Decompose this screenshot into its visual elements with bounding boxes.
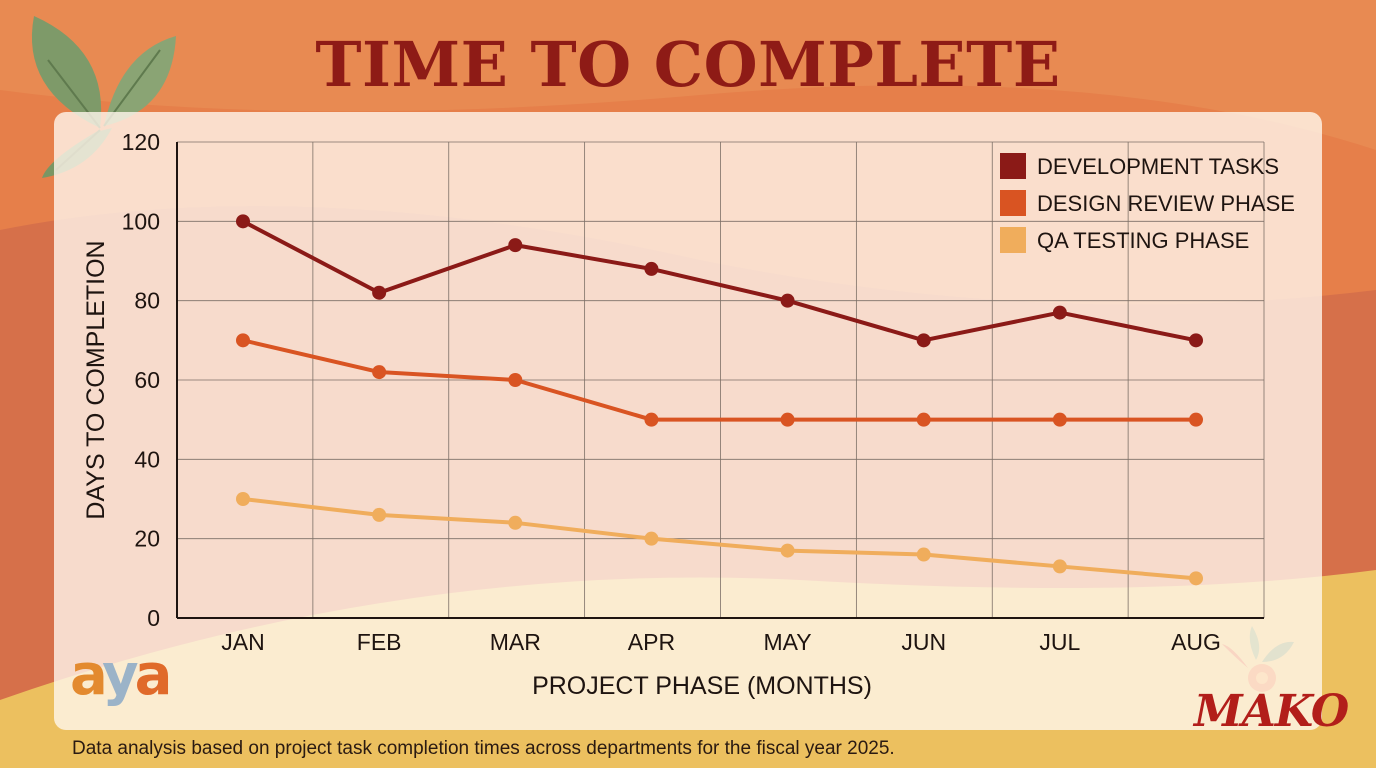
- data-point: [644, 261, 659, 276]
- data-point: [916, 333, 931, 348]
- y-axis-label: DAYS TO COMPLETION: [82, 240, 110, 519]
- data-point: [1189, 412, 1203, 427]
- x-tick-labels: JAN FEB MAR APR MAY JUN JUL AUG: [221, 629, 1221, 655]
- caption: Data analysis based on project task comp…: [72, 738, 895, 759]
- y-tick-label: 100: [122, 208, 160, 234]
- data-point: [508, 373, 523, 387]
- legend-swatch: [1000, 153, 1026, 179]
- legend-label: QA TESTING PHASE: [1037, 228, 1249, 253]
- data-point: [780, 543, 795, 558]
- x-axis-label: PROJECT PHASE (MONTHS): [532, 672, 872, 700]
- legend-swatch: [1000, 227, 1026, 253]
- data-point: [1189, 333, 1203, 348]
- axes: [176, 142, 1264, 619]
- series-points: [236, 214, 1203, 586]
- y-tick-label: 60: [134, 367, 160, 393]
- mako-logo: MAKO: [1194, 686, 1349, 737]
- legend-swatch: [1000, 190, 1026, 216]
- legend-label: DESIGN REVIEW PHASE: [1037, 191, 1295, 216]
- x-tick-label: FEB: [357, 629, 402, 655]
- data-point: [780, 293, 795, 308]
- x-tick-label: MAY: [764, 629, 812, 655]
- data-point: [1052, 559, 1067, 574]
- y-tick-labels: 0 20 40 60 80 100 120: [122, 129, 160, 631]
- y-tick-label: 40: [134, 446, 160, 472]
- data-point: [508, 238, 523, 253]
- data-point: [508, 515, 523, 530]
- x-tick-label: MAR: [490, 629, 541, 655]
- chart-title: TIME TO COMPLETE: [315, 28, 1061, 101]
- data-point: [236, 492, 250, 506]
- data-point: [644, 531, 659, 546]
- series-line-1: [242, 338, 1196, 422]
- x-tick-label: JUL: [1039, 629, 1080, 655]
- aya-logo: aya: [70, 643, 172, 708]
- data-point: [372, 507, 387, 522]
- data-point: [916, 412, 931, 427]
- data-point: [1052, 412, 1067, 427]
- data-point: [236, 214, 250, 229]
- x-tick-label: AUG: [1171, 629, 1221, 655]
- series-lines: [242, 219, 1197, 581]
- x-tick-label: JUN: [901, 629, 946, 655]
- data-point: [1052, 305, 1067, 320]
- y-tick-label: 0: [147, 605, 160, 631]
- data-point: [644, 412, 659, 427]
- x-tick-label: JAN: [221, 629, 264, 655]
- series-line-0: [242, 219, 1197, 343]
- y-tick-label: 120: [122, 129, 160, 155]
- data-point: [372, 285, 387, 300]
- legend: DEVELOPMENT TASKS DESIGN REVIEW PHASE QA T…: [1000, 153, 1295, 253]
- data-point: [372, 365, 387, 380]
- data-point: [236, 333, 250, 348]
- data-point: [916, 547, 931, 562]
- y-tick-label: 80: [134, 288, 160, 314]
- legend-label: DEVELOPMENT TASKS: [1037, 154, 1279, 179]
- y-tick-label: 20: [134, 526, 160, 552]
- data-point: [1189, 571, 1203, 586]
- x-tick-label: APR: [628, 629, 675, 655]
- data-point: [780, 412, 795, 427]
- series-line-2: [242, 497, 1197, 581]
